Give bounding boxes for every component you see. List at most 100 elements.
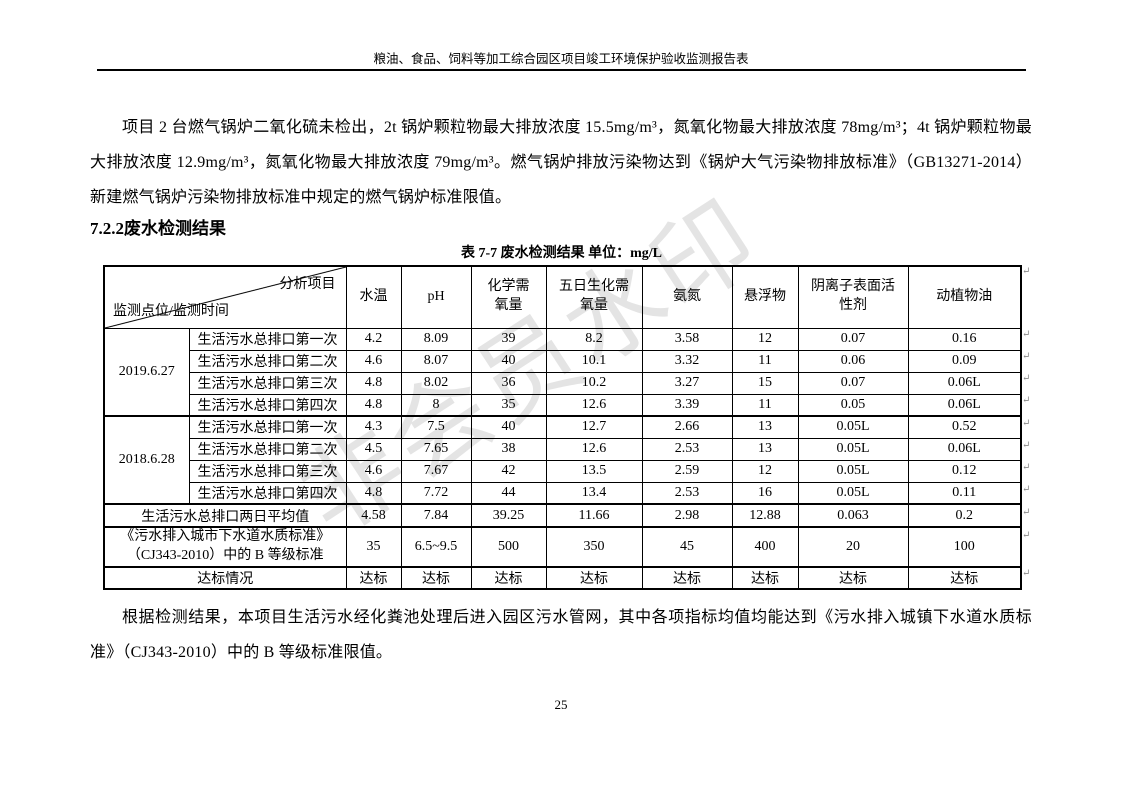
value-cell: 达标: [470, 566, 547, 590]
value-cell: 13.4: [545, 481, 643, 505]
row-label: 生活污水总排口第一次: [188, 415, 347, 439]
table-row: 2018.6.28 生活污水总排口第一次 4.3 7.5 40 12.7 2.6…: [103, 415, 1022, 505]
value-cell: 2.53: [641, 437, 733, 461]
table-row: 2019.6.27 生活污水总排口第一次 4.2 8.09 39 8.2 3.5…: [103, 327, 1022, 417]
value-cell: 12.7: [545, 415, 643, 439]
value-cell: 8.09: [400, 327, 472, 351]
table-row: 生活污水总排口第四次 4.8 8 35 12.6 3.39 11 0.05 0.…: [104, 393, 1022, 417]
value-cell: 4.8: [345, 481, 402, 505]
value-cell: 达标: [797, 566, 909, 590]
value-cell: 7.67: [400, 459, 472, 483]
row-end-marker: ↵: [1022, 530, 1031, 541]
row-end-marker: ↵: [1022, 373, 1031, 384]
value-cell: 2.59: [641, 459, 733, 483]
value-cell: 0.06L: [907, 393, 1022, 417]
row-end-marker: ↵: [1022, 568, 1031, 579]
row-label: 生活污水总排口第二次: [188, 349, 347, 373]
header-divider: [97, 69, 1026, 71]
value-cell: 4.2: [345, 327, 402, 351]
value-cell: 达标: [345, 566, 402, 590]
value-cell: 0.2: [907, 503, 1022, 528]
value-cell: 0.05L: [797, 415, 909, 439]
value-cell: 44: [470, 481, 547, 505]
column-header-ammonia: 氨氮: [641, 265, 733, 329]
value-cell: 45: [641, 526, 733, 568]
value-cell: 0.06L: [907, 371, 1022, 395]
value-cell: 2.53: [641, 481, 733, 505]
value-cell: 40: [470, 415, 547, 439]
value-cell: 11: [731, 393, 799, 417]
value-cell: 4.3: [345, 415, 402, 439]
value-cell: 0.06L: [907, 437, 1022, 461]
value-cell: 达标: [545, 566, 643, 590]
row-label: 生活污水总排口第二次: [188, 437, 347, 461]
value-cell: 400: [731, 526, 799, 568]
value-cell: 4.6: [345, 459, 402, 483]
value-cell: 0.05L: [797, 437, 909, 461]
column-header-water-temp: 水温: [345, 265, 402, 329]
value-cell: 0.05L: [797, 481, 909, 505]
value-cell: 4.8: [345, 393, 402, 417]
corner-cell: 分析项目 监测点位/监测时间: [103, 265, 347, 329]
value-cell: 39.25: [470, 503, 547, 528]
column-header-surfactant: 阴离子表面活 性剂: [797, 265, 909, 329]
value-cell: 10.2: [545, 371, 643, 395]
value-cell: 20: [797, 526, 909, 568]
value-cell: 0.09: [907, 349, 1022, 373]
row-end-marker: ↵: [1022, 484, 1031, 495]
value-cell: 0.06: [797, 349, 909, 373]
value-cell: 12.6: [545, 393, 643, 417]
value-cell: 达标: [731, 566, 799, 590]
column-header-oil: 动植物油: [907, 265, 1022, 329]
row-end-marker: ↵: [1022, 329, 1031, 340]
value-cell: 13: [731, 437, 799, 461]
row-end-marker: ↵: [1022, 462, 1031, 473]
value-cell: 11.66: [545, 503, 643, 528]
corner-analysis-label: 分析项目: [279, 277, 336, 292]
date-cell: 2019.6.27: [103, 327, 190, 417]
value-cell: 0.52: [907, 415, 1022, 439]
value-cell: 6.5~9.5: [400, 526, 472, 568]
page-header-title: 粮油、食品、饲料等加工综合园区项目竣工环境保护验收监测报告表: [373, 52, 749, 66]
value-cell: 0.07: [797, 327, 909, 351]
value-cell: 500: [470, 526, 547, 568]
standard-row: 《污水排入城市下水道水质标准》 （CJ343-2010）中的 B 等级标准 35…: [103, 526, 1022, 568]
value-cell: 3.27: [641, 371, 733, 395]
conclusion-paragraph: 根据检测结果，本项目生活污水经化粪池处理后进入园区污水管网，其中各项指标均值均能…: [90, 609, 1032, 661]
table-row: 生活污水总排口第二次 4.6 8.07 40 10.1 3.32 11 0.06…: [104, 349, 1022, 373]
value-cell: 4.8: [345, 371, 402, 395]
row-end-marker: ↵: [1022, 418, 1031, 429]
value-cell: 11: [731, 349, 799, 373]
row-label: 《污水排入城市下水道水质标准》 （CJ343-2010）中的 B 等级标准: [103, 526, 347, 568]
row-end-marker: ↵: [1022, 266, 1031, 277]
value-cell: 100: [907, 526, 1022, 568]
value-cell: 350: [545, 526, 643, 568]
column-header-bod5: 五日生化需 氧量: [545, 265, 643, 329]
value-cell: 2.66: [641, 415, 733, 439]
value-cell: 3.58: [641, 327, 733, 351]
row-end-marker: ↵: [1022, 440, 1031, 451]
value-cell: 4.58: [345, 503, 402, 528]
value-cell: 40: [470, 349, 547, 373]
value-cell: 0.07: [797, 371, 909, 395]
row-label: 生活污水总排口第四次: [188, 393, 347, 417]
value-cell: 8.07: [400, 349, 472, 373]
value-cell: 4.6: [345, 349, 402, 373]
row-end-marker: ↵: [1022, 507, 1031, 518]
boiler-results-paragraph: 项目 2 台燃气锅炉二氧化硫未检出，2t 锅炉颗粒物最大排放浓度 15.5mg/…: [90, 119, 1032, 206]
value-cell: 0.11: [907, 481, 1022, 505]
value-cell: 达标: [400, 566, 472, 590]
page-number: 25: [554, 697, 568, 712]
value-cell: 7.65: [400, 437, 472, 461]
corner-site-time-label: 监测点位/监测时间: [113, 303, 229, 319]
value-cell: 2.98: [641, 503, 733, 528]
value-cell: 0.12: [907, 459, 1022, 483]
value-cell: 13: [731, 415, 799, 439]
table-row: 生活污水总排口第三次 4.8 8.02 36 10.2 3.27 15 0.07…: [104, 371, 1022, 395]
value-cell: 7.5: [400, 415, 472, 439]
value-cell: 8.2: [545, 327, 643, 351]
row-end-marker: ↵: [1022, 395, 1031, 406]
value-cell: 13.5: [545, 459, 643, 483]
value-cell: 35: [345, 526, 402, 568]
column-header-cod: 化学需 氧量: [470, 265, 547, 329]
